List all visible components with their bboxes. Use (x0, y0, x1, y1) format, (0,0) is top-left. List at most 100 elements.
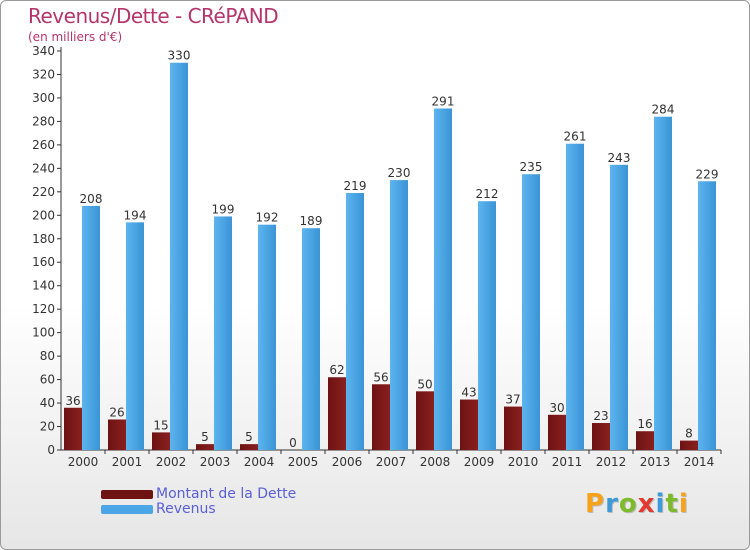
y-tick-label-40: 40 (40, 396, 55, 410)
legend-item-dette: Montant de la Dette (101, 486, 297, 502)
bar-dette-2007 (372, 384, 390, 450)
chart-title: Revenus/Dette - CRéPAND (28, 4, 279, 28)
bar-revenus-2004 (258, 224, 276, 450)
logo-letter: i (678, 489, 689, 519)
y-tick-label-60: 60 (40, 373, 55, 387)
y-tick-label-180: 180 (32, 232, 55, 246)
y-tick-label-140: 140 (32, 279, 55, 293)
bar-revenus-2003 (214, 216, 232, 450)
x-tick-label-2007: 2007 (376, 455, 407, 469)
label-dette-2000: 36 (65, 394, 80, 408)
y-tick-label-260: 260 (32, 138, 55, 152)
y-tick-label-120: 120 (32, 302, 55, 316)
label-dette-2005: 0 (289, 436, 297, 450)
label-dette-2006: 62 (329, 363, 344, 377)
bar-revenus-2008 (434, 108, 452, 451)
label-dette-2004: 5 (245, 430, 253, 444)
label-dette-2003: 5 (201, 430, 209, 444)
y-tick-label-100: 100 (32, 326, 55, 340)
x-tick-label-2003: 2003 (200, 455, 231, 469)
label-dette-2007: 56 (373, 370, 388, 384)
label-revenus-2005: 189 (300, 214, 323, 228)
y-tick-label-300: 300 (32, 91, 55, 105)
label-revenus-2014: 229 (696, 167, 719, 181)
logo-letter: i (655, 489, 666, 519)
logo-letter: r (605, 489, 619, 519)
bar-dette-2000 (64, 407, 82, 450)
label-revenus-2010: 235 (520, 160, 543, 174)
logo-letter: t (665, 489, 679, 519)
label-dette-2002: 15 (153, 418, 168, 432)
label-dette-2009: 43 (461, 386, 476, 400)
y-tick-label-280: 280 (32, 114, 55, 128)
chart-subtitle: (en milliers d'€) (28, 30, 123, 44)
bar-dette-2003 (196, 444, 214, 450)
bar-revenus-2007 (390, 180, 408, 450)
legend-label-revenus: Revenus (156, 501, 216, 517)
label-revenus-2006: 219 (344, 179, 367, 193)
bar-revenus-2010 (522, 174, 540, 450)
legend-swatch-dette (101, 489, 153, 499)
x-tick-label-2006: 2006 (332, 455, 363, 469)
x-tick-label-2014: 2014 (684, 455, 715, 469)
logo-letter: o (618, 489, 638, 519)
bar-revenus-2000 (82, 205, 100, 450)
y-tick-label-220: 220 (32, 185, 55, 199)
x-tick-label-2012: 2012 (596, 455, 627, 469)
bar-revenus-2009 (478, 201, 496, 450)
bar-revenus-2011 (566, 143, 584, 451)
legend-swatch-revenus (101, 504, 153, 514)
x-tick-label-2009: 2009 (464, 455, 495, 469)
bar-dette-2002 (152, 432, 170, 450)
x-tick-label-2001: 2001 (112, 455, 143, 469)
bar-revenus-2014 (698, 181, 716, 450)
label-revenus-2012: 243 (608, 151, 631, 165)
bar-dette-2014 (680, 440, 698, 450)
bar-dette-2010 (504, 406, 522, 450)
bar-revenus-2013 (654, 116, 672, 450)
y-tick-label-320: 320 (32, 67, 55, 81)
y-tick-label-20: 20 (40, 420, 55, 434)
y-tick-label-200: 200 (32, 208, 55, 222)
label-revenus-2002: 330 (168, 49, 191, 63)
label-revenus-2013: 284 (652, 103, 675, 117)
x-tick-label-2004: 2004 (244, 455, 275, 469)
bar-dette-2009 (460, 399, 478, 450)
bar-dette-2012 (592, 423, 610, 450)
label-revenus-2011: 261 (564, 130, 587, 144)
y-tick-label-80: 80 (40, 349, 55, 363)
x-tick-label-2013: 2013 (640, 455, 671, 469)
x-tick-label-2010: 2010 (508, 455, 539, 469)
label-revenus-2003: 199 (212, 202, 235, 216)
label-revenus-2007: 230 (388, 166, 411, 180)
label-dette-2014: 8 (685, 427, 693, 441)
label-dette-2010: 37 (505, 393, 520, 407)
bar-revenus-2012 (610, 164, 628, 451)
y-tick-label-160: 160 (32, 255, 55, 269)
legend-label-dette: Montant de la Dette (156, 486, 297, 502)
label-revenus-2004: 192 (256, 211, 279, 225)
bar-dette-2001 (108, 419, 126, 450)
bars (64, 62, 716, 451)
label-dette-2001: 26 (109, 405, 124, 419)
label-dette-2012: 23 (593, 409, 608, 423)
y-tick-label-340: 340 (32, 44, 55, 58)
label-revenus-2000: 208 (80, 192, 103, 206)
bar-dette-2013 (636, 431, 654, 450)
logo-letter: P (585, 489, 606, 519)
proxiti-logo: Proxiti (585, 489, 689, 519)
label-revenus-2008: 291 (432, 95, 455, 109)
label-dette-2013: 16 (637, 417, 652, 431)
label-dette-2008: 50 (417, 377, 432, 391)
x-tick-label-2008: 2008 (420, 455, 451, 469)
bar-dette-2006 (328, 377, 346, 450)
logo-letter: x (637, 489, 656, 519)
x-tick-label-2011: 2011 (552, 455, 583, 469)
bar-dette-2004 (240, 444, 258, 450)
legend-item-revenus: Revenus (101, 501, 216, 517)
bar-dette-2011 (548, 414, 566, 450)
data-labels: 36 208 26 194 15 330 5 199 5 192 0 189 62 219 56 230 50 2… (65, 49, 718, 450)
x-tick-label-2002: 2002 (156, 455, 187, 469)
bar-dette-2008 (416, 391, 434, 450)
